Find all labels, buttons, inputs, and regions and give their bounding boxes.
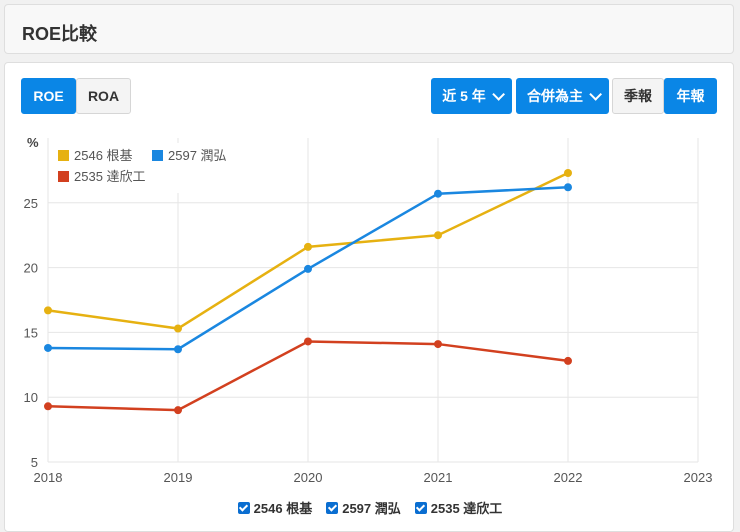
x-tick-label: 2022	[554, 470, 583, 485]
legend-toggle-2535[interactable]: 2535 達欣工	[414, 498, 503, 517]
checkbox-checked-icon[interactable]	[237, 501, 250, 514]
checkbox-checked-icon[interactable]	[414, 501, 427, 514]
x-tick-label: 2018	[34, 470, 63, 485]
legend-swatch	[152, 150, 163, 161]
data-point	[44, 343, 52, 352]
quarterly-button[interactable]: 季報	[612, 78, 664, 114]
x-tick-label: 2023	[684, 470, 713, 485]
y-tick-label: 20	[24, 261, 38, 276]
page-title: ROE比較	[22, 24, 98, 44]
legend-toggle-label: 2597 潤弘	[342, 501, 401, 516]
legend-toggle-label: 2535 達欣工	[430, 501, 503, 516]
data-point	[434, 231, 442, 240]
data-point	[434, 189, 442, 198]
y-axis-label: %	[27, 135, 39, 150]
y-tick-label: 10	[24, 390, 38, 405]
data-point	[304, 242, 312, 251]
period-dropdown[interactable]: 近 5 年	[431, 78, 512, 114]
legend-label: 2597 潤弘	[168, 148, 227, 163]
y-tick-label: 5	[31, 455, 38, 470]
roa-toggle-button[interactable]: ROA	[76, 78, 131, 114]
x-tick-label: 2021	[424, 470, 453, 485]
data-point	[174, 406, 182, 415]
legend-toggle-label: 2546 根基	[253, 501, 313, 516]
data-point	[174, 324, 182, 333]
data-point	[564, 183, 572, 192]
data-point	[434, 340, 442, 349]
header-card: ROE比較	[4, 4, 734, 54]
chart-card	[4, 62, 734, 532]
legend-toggle-2597[interactable]: 2597 潤弘	[326, 498, 401, 517]
roe-line-chart: 5 10 15 20 25 2018 2019 2020 2021 2022 2023% 2546 根…	[24, 135, 713, 485]
period-dropdown-label: 近 5 年	[442, 88, 486, 104]
x-tick-label: 2020	[294, 470, 323, 485]
roe-toggle-button[interactable]: ROE	[21, 78, 76, 114]
x-tick-label: 2019	[164, 470, 193, 485]
data-point	[304, 264, 312, 273]
basis-dropdown[interactable]: 合併為主	[516, 78, 609, 114]
y-tick-label: 15	[24, 325, 38, 340]
basis-dropdown-label: 合併為主	[527, 88, 583, 104]
data-point	[44, 402, 52, 411]
legend-toggle-2546[interactable]: 2546 根基	[237, 498, 313, 517]
legend-label: 2535 達欣工	[74, 169, 146, 184]
bottom-legend: 2546 根基 2597 潤弘 2535 達欣工	[0, 498, 740, 517]
annual-button[interactable]: 年報	[664, 78, 717, 114]
legend-label: 2546 根基	[74, 148, 133, 163]
data-point	[564, 168, 572, 177]
checkbox-checked-icon[interactable]	[326, 501, 339, 514]
data-point	[304, 337, 312, 346]
data-point	[174, 345, 182, 354]
y-tick-label: 25	[24, 196, 38, 211]
legend-swatch	[58, 171, 69, 182]
legend-background	[50, 143, 235, 193]
data-point	[564, 356, 572, 365]
legend-swatch	[58, 150, 69, 161]
data-point	[44, 306, 52, 315]
